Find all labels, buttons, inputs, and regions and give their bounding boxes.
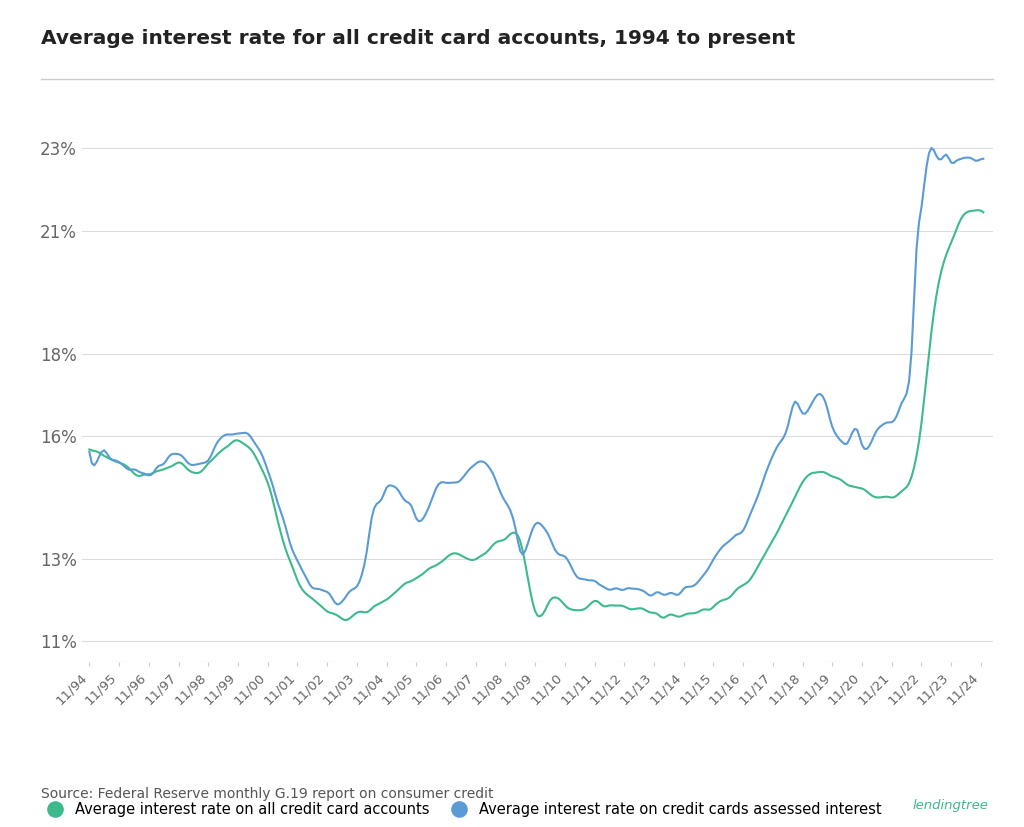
Text: Average interest rate for all credit card accounts, 1994 to present: Average interest rate for all credit car… [41,29,796,48]
Legend: Average interest rate on all credit card accounts, Average interest rate on cred: Average interest rate on all credit card… [35,796,888,823]
Text: Source: Federal Reserve monthly G.19 report on consumer credit: Source: Federal Reserve monthly G.19 rep… [41,786,494,801]
Text: lendingtree: lendingtree [912,799,988,812]
